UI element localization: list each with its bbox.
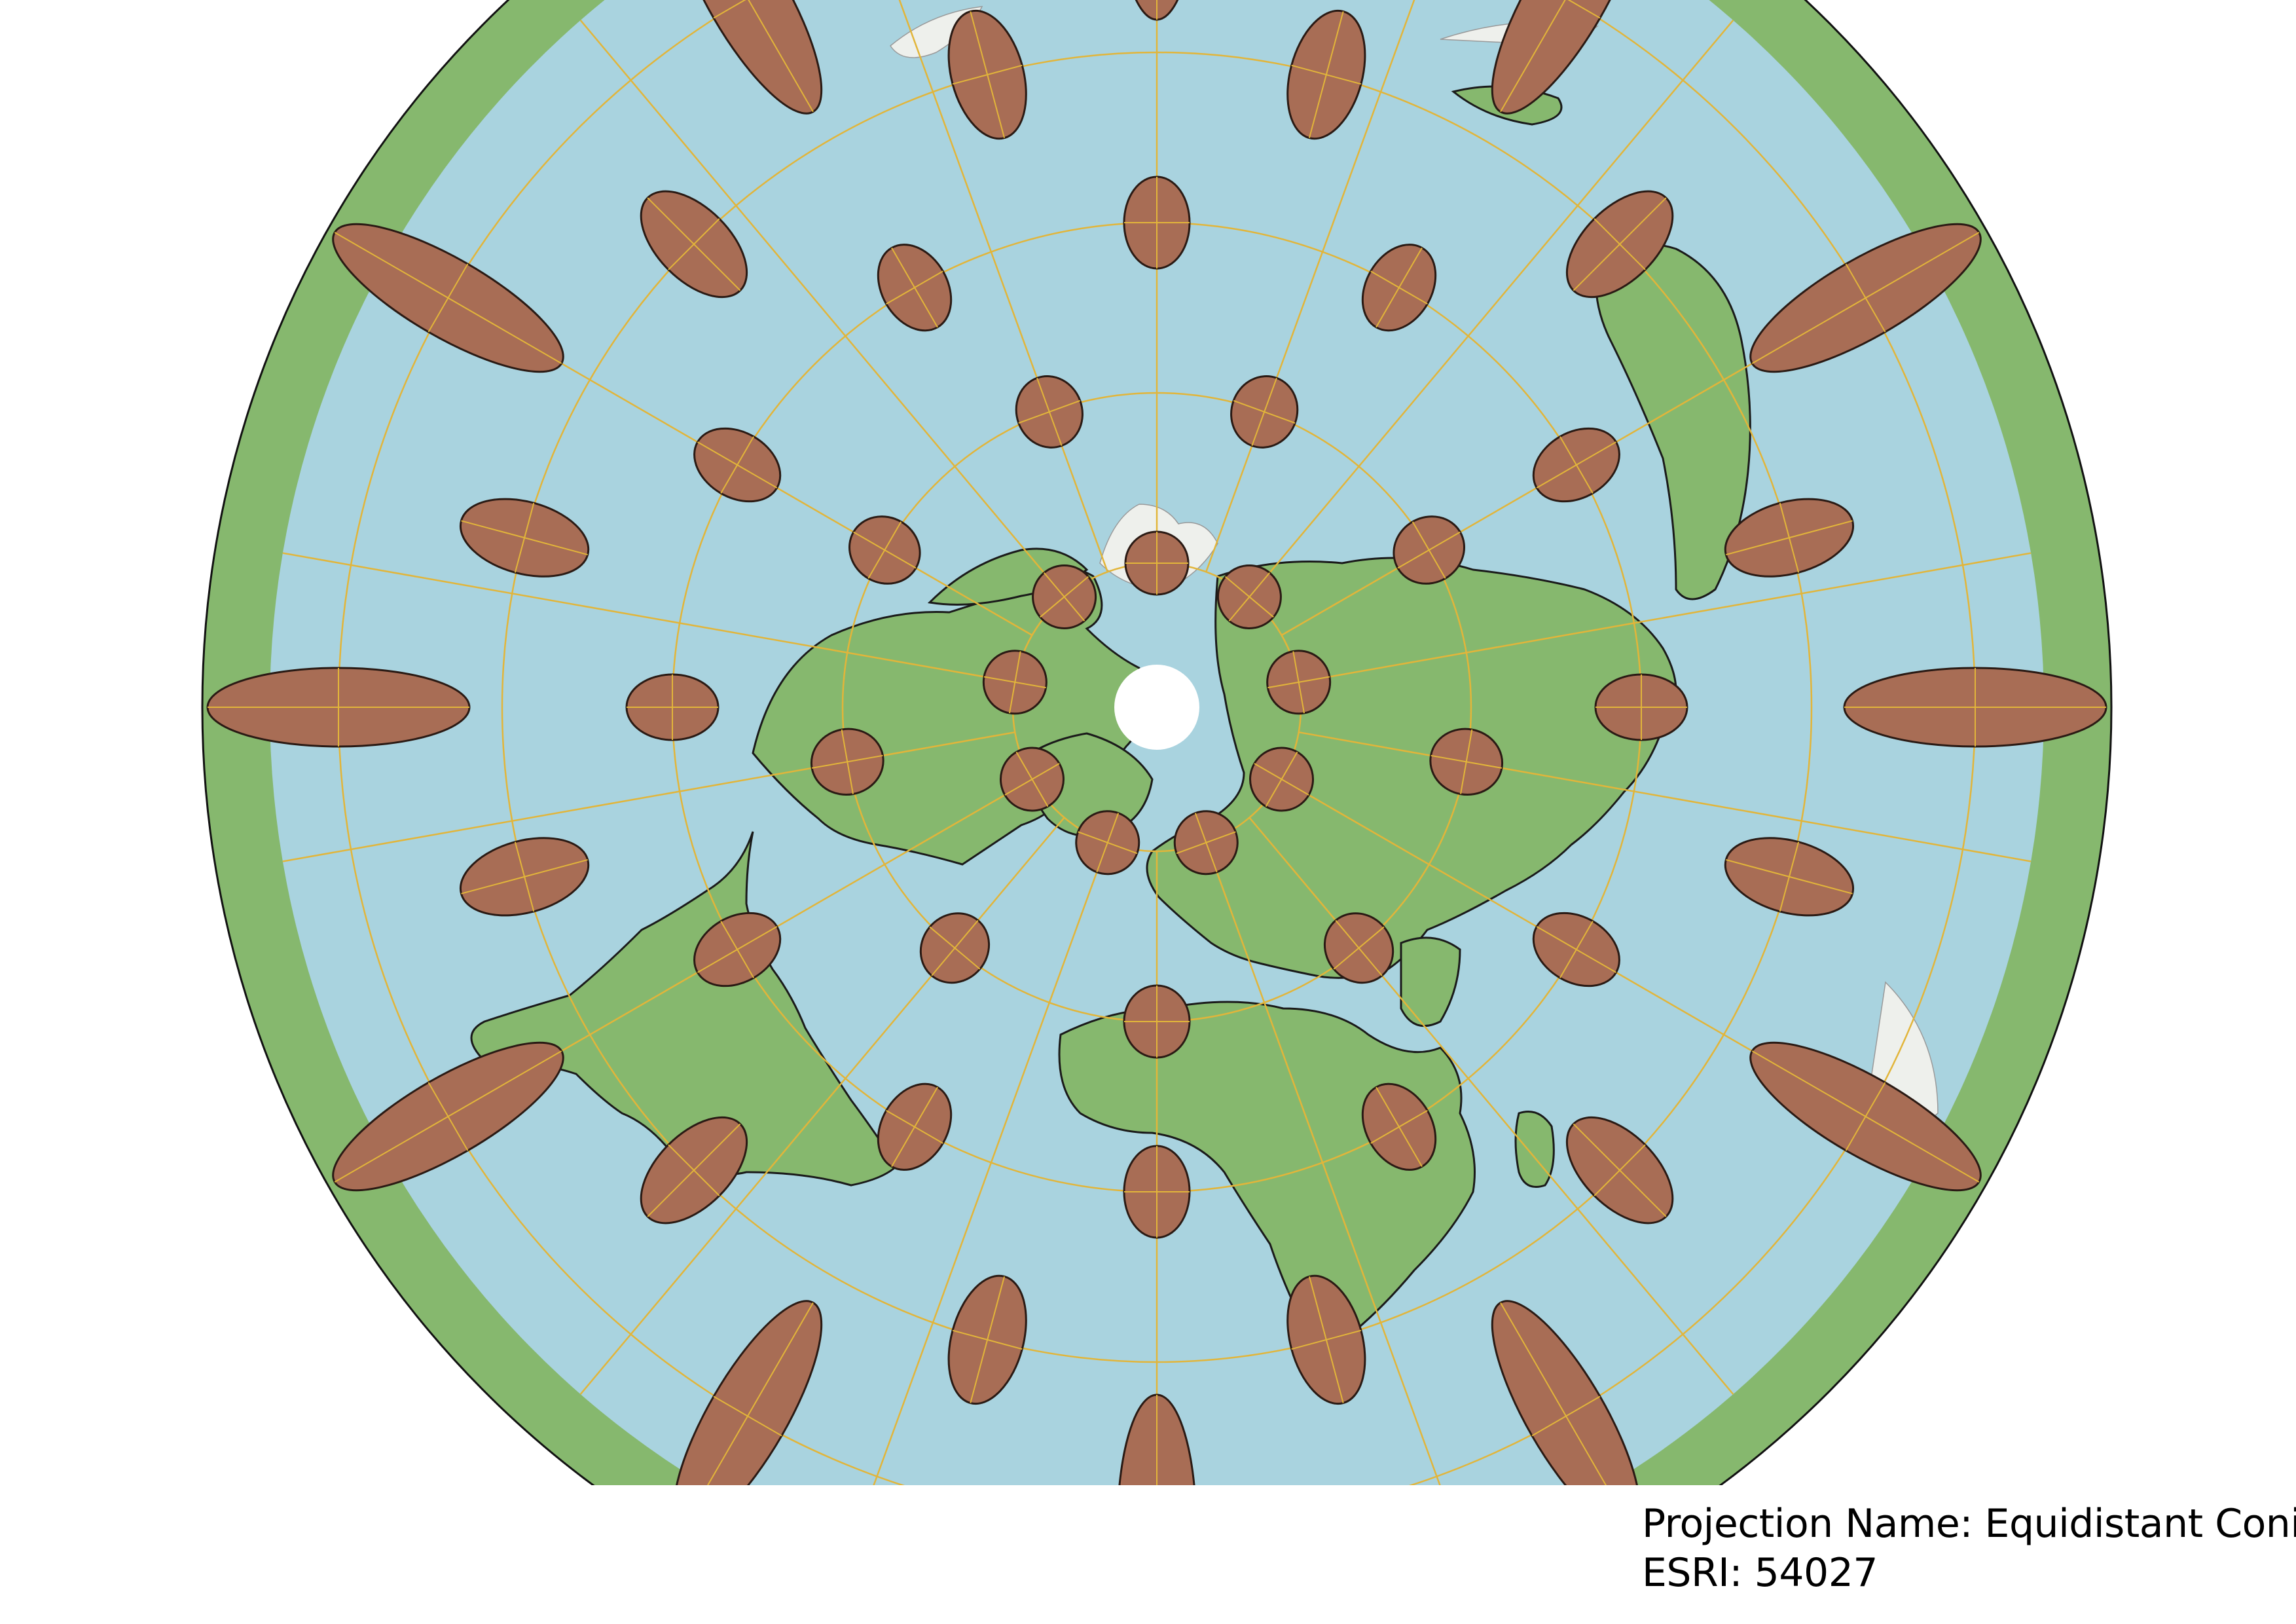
tissot-indicatrix	[693, 912, 782, 987]
map-frame	[201, 0, 2113, 1485]
tissot-indicatrix	[459, 837, 590, 917]
tissot-indicatrix	[206, 667, 471, 748]
tissot-indicatrix	[1724, 498, 1855, 578]
tissot-indicatrix	[947, 9, 1027, 140]
meridian-line	[842, 0, 1108, 572]
tissot-indicatrix	[459, 498, 590, 578]
tissot-indicatrix	[1491, 0, 1641, 115]
tissot-indicatrix	[1594, 673, 1688, 741]
tissot-indicatrix	[1565, 190, 1674, 299]
tissot-indicatrix	[1565, 1116, 1674, 1225]
tissot-indicatrix	[1173, 810, 1239, 876]
tissot-indicatrix	[1286, 1274, 1366, 1405]
tissot-indicatrix	[332, 1041, 564, 1192]
tissot-indicatrix	[1216, 564, 1282, 629]
tissot-indicatrix	[1532, 427, 1620, 503]
meridian-line	[1205, 0, 1472, 572]
tissot-indicatrix	[1429, 728, 1504, 796]
meridian-line	[1248, 817, 1747, 1411]
meridian-line	[270, 547, 1015, 684]
arctic-archipelago	[927, 547, 1089, 606]
tissot-indicatrix	[1230, 375, 1299, 449]
tissot-indicatrix	[848, 515, 921, 585]
meridian-line	[567, 4, 1065, 598]
tissot-indicatrix	[1116, 1393, 1197, 1485]
tissot-indicatrix	[672, 0, 823, 115]
tissot-indicatrices	[206, 0, 2107, 1485]
tissot-indicatrix	[877, 244, 953, 332]
tissot-indicatrix	[625, 673, 720, 741]
meridian-line	[1298, 547, 2044, 684]
tissot-indicatrix	[1032, 564, 1097, 629]
tissot-indicatrix	[1116, 0, 1197, 21]
tissot-indicatrix	[1075, 810, 1140, 876]
esri-code-label: ESRI: 54027	[1642, 1550, 1878, 1596]
meridian-line	[1248, 4, 1747, 598]
tissot-indicatrix	[1123, 1145, 1191, 1239]
tissot-indicatrix	[947, 1274, 1027, 1405]
meridian-line	[1205, 842, 1472, 1485]
meridian-line	[1298, 731, 2044, 868]
tissot-indicatrix	[1286, 9, 1366, 140]
meridian-line	[567, 817, 1065, 1411]
tissot-indicatrix	[672, 1300, 823, 1485]
tissot-indicatrix	[1749, 1041, 1982, 1192]
tissot-indicatrix	[1749, 223, 1982, 373]
tissot-indicatrix	[640, 1116, 748, 1225]
tissot-indicatrix	[1724, 837, 1855, 917]
tissot-indicatrix	[1361, 1082, 1437, 1171]
tissot-indicatrix	[640, 190, 748, 299]
tissot-indicatrix	[877, 1082, 953, 1171]
tissot-indicatrix	[1393, 515, 1465, 585]
tissot-indicatrix	[332, 223, 564, 373]
tissot-indicatrix	[1491, 1300, 1641, 1485]
map-caption: Projection Name: Equidistant Conic ESRI:…	[1642, 1500, 2296, 1598]
tissot-indicatrix	[1266, 650, 1332, 715]
tissot-indicatrix	[693, 427, 782, 503]
north-pole-hole	[1114, 665, 1199, 750]
tissot-indicatrix	[1123, 175, 1191, 270]
tissot-indicatrix	[999, 747, 1065, 812]
tissot-indicatrix	[1361, 244, 1437, 332]
meridian-line	[270, 731, 1015, 868]
tissot-indicatrix	[1123, 984, 1191, 1059]
tissot-indicatrix	[982, 650, 1048, 715]
tissot-indicatrix	[1532, 912, 1620, 987]
tissot-indicatrix	[1015, 375, 1084, 449]
arabian-peninsula	[1400, 936, 1461, 1027]
tissot-indicatrix	[919, 912, 991, 984]
projection-name-label: Projection Name: Equidistant Conic	[1642, 1501, 2296, 1547]
tissot-indicatrix	[810, 728, 884, 796]
tissot-indicatrix	[1843, 667, 2107, 748]
meridian-line	[842, 842, 1108, 1485]
madagascar	[1514, 1111, 1555, 1188]
tissot-indicatrix	[1249, 747, 1315, 812]
map-canvas	[201, 0, 2113, 1485]
tissot-indicatrix	[1323, 912, 1394, 984]
east-asia-coast	[1595, 243, 1751, 600]
africa	[1058, 1001, 1476, 1342]
tissot-indicatrix	[1124, 530, 1190, 596]
